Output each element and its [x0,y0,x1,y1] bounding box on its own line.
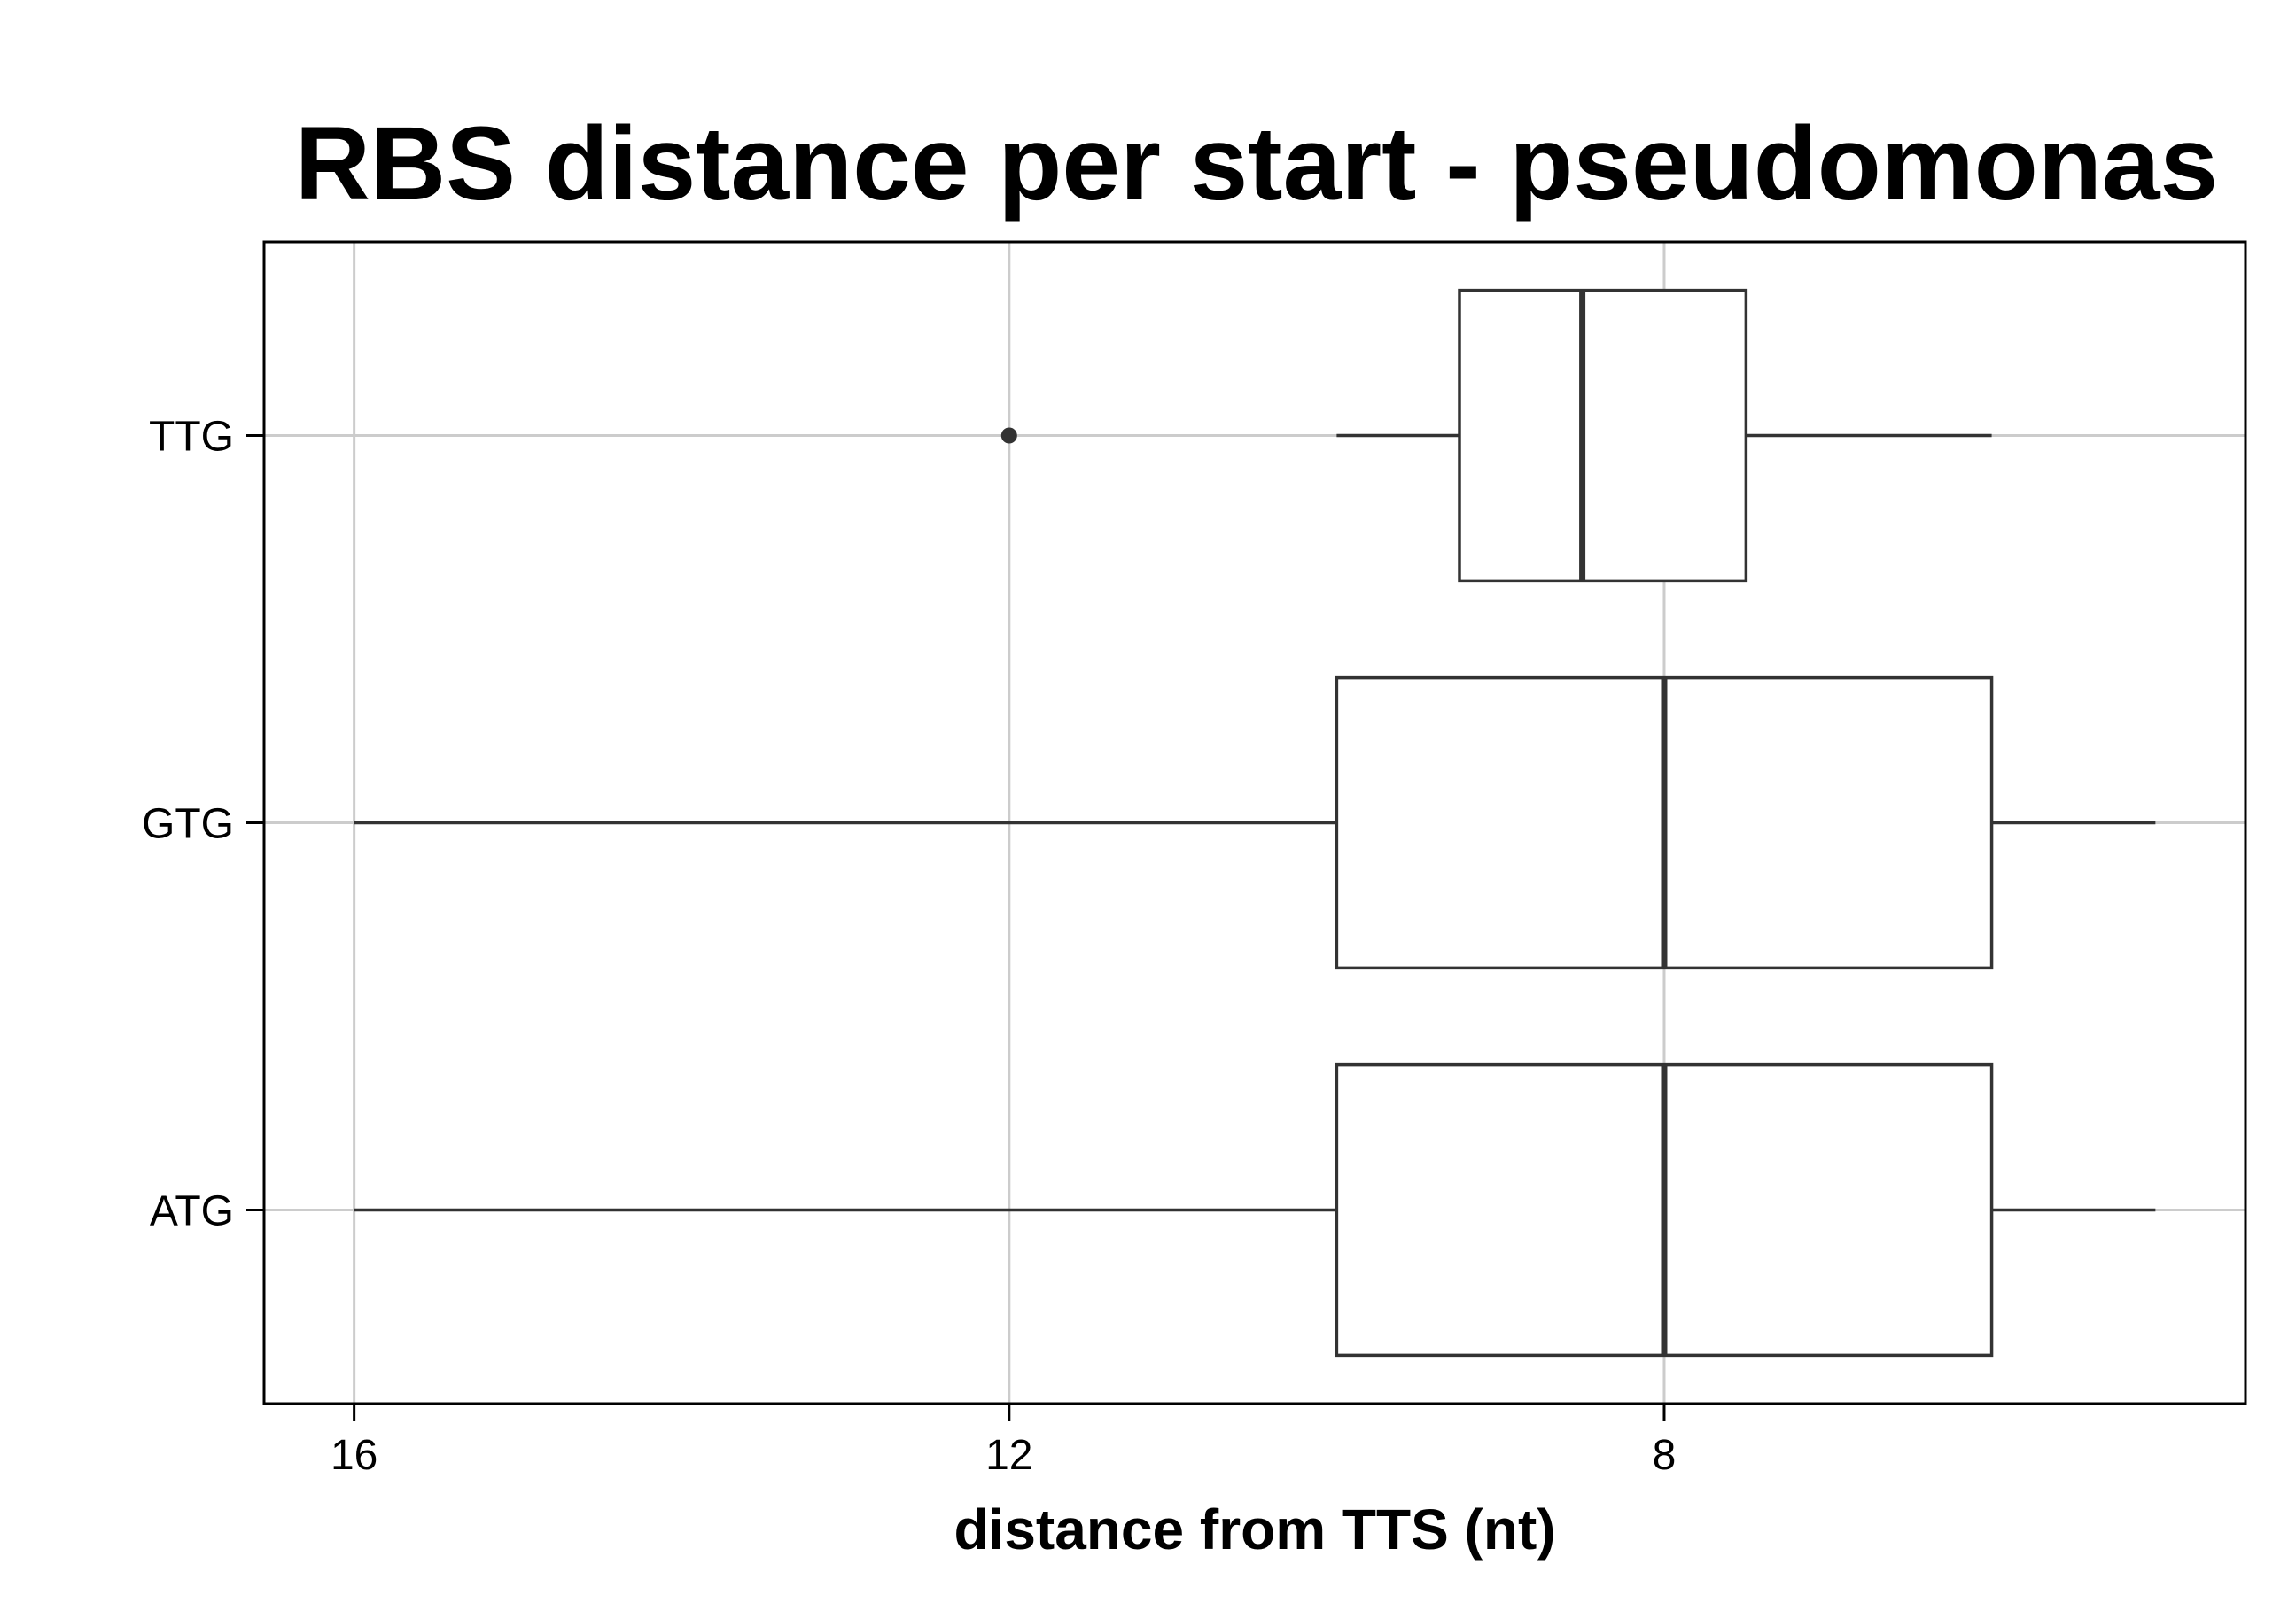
boxes [354,288,2156,1358]
y-axis: ATG GTG TTG [142,414,264,1235]
y-tick-label-ttg: TTG [149,414,234,461]
y-tick-label-gtg: GTG [142,801,234,848]
x-tick-label: 12 [985,1432,1032,1479]
x-axis: 16 12 8 [331,1404,1676,1479]
outlier-point [1000,427,1017,444]
iqr-box [1458,288,1748,583]
x-axis-title: distance from TTS (nt) [953,1498,1555,1561]
box-atg [354,1062,2156,1358]
x-tick-label: 8 [1653,1432,1677,1479]
box-ttg [1000,288,1992,583]
box-gtg [354,675,2156,970]
y-tick-label-atg: ATG [150,1188,234,1235]
x-tick-label: 16 [331,1432,377,1479]
chart-title: RBS distance per start - pseudomonas [295,105,2218,222]
